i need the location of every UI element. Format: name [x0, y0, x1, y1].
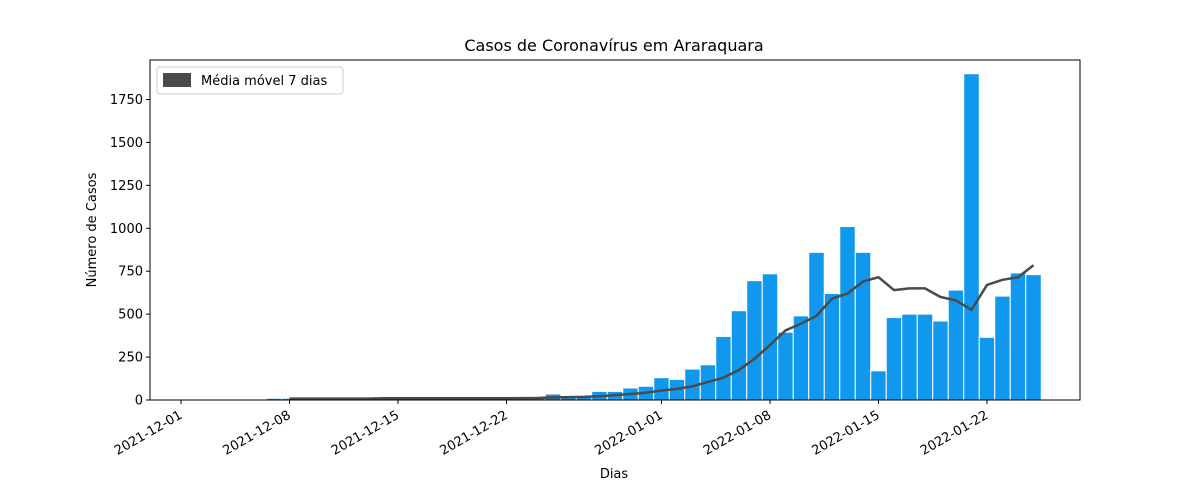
x-tick-label: 2022-01-01	[593, 408, 666, 459]
bar	[963, 73, 980, 401]
bar	[916, 313, 934, 401]
x-tick-label: 2021-12-01	[112, 408, 185, 459]
bar	[839, 226, 856, 401]
bar	[746, 280, 763, 401]
x-axis-label: Dias	[600, 467, 629, 482]
bar	[870, 370, 887, 401]
bar	[1025, 274, 1042, 401]
bar	[854, 251, 872, 401]
y-tick-label: 1000	[110, 222, 143, 237]
y-tick-label: 1250	[110, 179, 143, 194]
bar-series	[188, 73, 1042, 401]
legend-patch	[163, 73, 191, 87]
x-tick-label: 2022-01-15	[810, 408, 883, 459]
bar	[1009, 272, 1027, 401]
bar	[947, 289, 965, 401]
y-tick-label: 500	[118, 308, 143, 323]
bar	[994, 295, 1011, 401]
x-axis: 2021-12-01 2021-12-08 2021-12-15 2021-12-22…	[112, 400, 991, 459]
x-tick-label: 2021-12-15	[329, 408, 402, 459]
legend: Média móvel 7 dias	[156, 66, 344, 95]
y-axis: 0 250 500 750 1000 1250 1500 1750	[110, 93, 150, 409]
moving-average-line	[289, 264, 1035, 400]
chart-title: Casos de Coronavírus em Araraquara	[464, 36, 763, 55]
bar	[901, 313, 918, 401]
moving-average-series	[289, 264, 1035, 400]
plot-frame	[149, 59, 1081, 401]
bar	[932, 320, 949, 401]
bar	[792, 315, 810, 401]
y-tick-label: 750	[118, 265, 143, 280]
bar	[823, 293, 841, 401]
y-tick-label: 250	[118, 351, 143, 366]
bar	[885, 317, 903, 401]
y-axis-label: Número de Casos	[85, 172, 100, 287]
x-tick-label: 2021-12-22	[438, 408, 511, 459]
y-tick-label: 1500	[110, 136, 143, 151]
bar	[730, 310, 748, 401]
y-tick-label: 1750	[110, 93, 143, 108]
legend-label: Média móvel 7 dias	[201, 74, 327, 89]
bar	[761, 273, 779, 401]
bar	[978, 336, 996, 401]
legend-box	[156, 66, 344, 95]
bar	[715, 335, 732, 401]
bar	[808, 251, 825, 401]
x-tick-label: 2022-01-08	[701, 408, 774, 459]
x-tick-label: 2021-12-08	[221, 408, 294, 459]
y-tick-label: 0	[135, 394, 143, 409]
x-tick-label: 2022-01-22	[918, 408, 991, 459]
bar	[777, 331, 794, 401]
